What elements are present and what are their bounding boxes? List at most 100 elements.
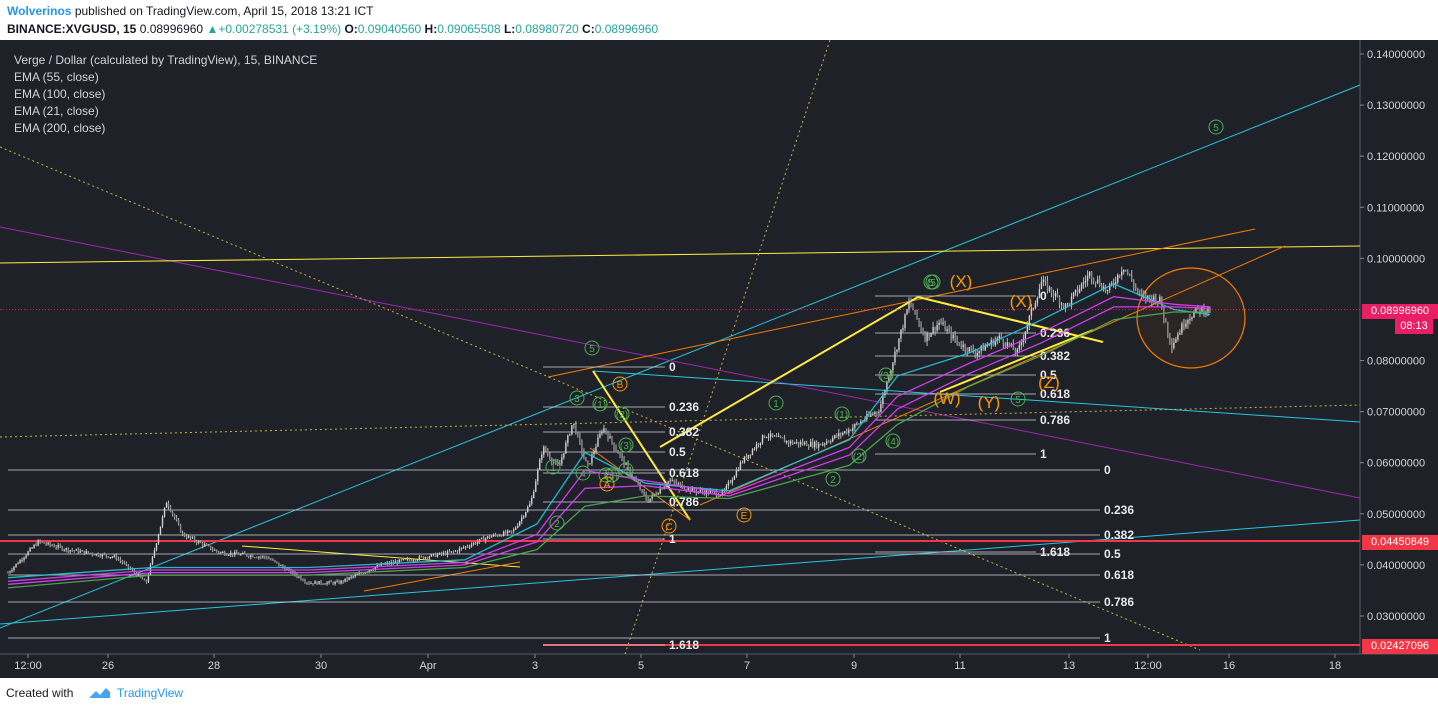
wave-label-green: 1 [545, 459, 561, 475]
candle-body [625, 463, 627, 465]
candle-body [878, 411, 880, 413]
yellow-horizontal-resistance [0, 245, 1361, 264]
candle-body [1185, 323, 1187, 327]
fib-right-label: 1 [1040, 447, 1047, 461]
wave-label-text: 4 [580, 469, 586, 480]
candle-body [567, 435, 569, 443]
candle-body [462, 547, 465, 549]
candle-body [643, 490, 645, 495]
candle-body [215, 549, 218, 552]
wave-label-green: (3) [878, 367, 894, 383]
candle-body [374, 567, 376, 570]
wave-label-text: (Z) [1038, 373, 1060, 392]
candle-body [1002, 339, 1005, 344]
candle-body [25, 555, 27, 558]
candle-body [661, 488, 663, 490]
wave-label-ring [923, 274, 939, 290]
candle-body [482, 537, 485, 542]
candle-body [191, 537, 194, 539]
chart-canvas[interactable]: 0.14000000 0.13000000 0.12000000 0.11000000… [0, 39, 1438, 678]
wave-label-orange: (X) [950, 272, 973, 291]
candle-body [932, 326, 934, 334]
publish-line: Wolverinos published on TradingView.com,… [7, 4, 373, 18]
candle-body [502, 531, 505, 537]
candle-body [846, 431, 848, 433]
legend-ema-21[interactable]: EMA (21, close) [14, 104, 99, 118]
candle-body [844, 431, 846, 433]
wave-label-green: 5 [584, 340, 600, 356]
candle-body [595, 446, 597, 452]
time-tick-label: 11 [954, 660, 965, 672]
wave-label-green: 4 [575, 465, 591, 481]
candle-body [43, 542, 45, 544]
candle-body [266, 557, 268, 559]
candle-body [597, 437, 599, 447]
candle-body [701, 490, 704, 492]
candle-body [69, 550, 71, 552]
wave-label-text: (4) [606, 471, 618, 482]
candle-body [45, 543, 47, 545]
candle-body [356, 574, 358, 576]
candle-body [805, 442, 808, 447]
wave-label-orange: E [736, 507, 752, 523]
legend-ema-200[interactable]: EMA (200, close) [14, 121, 106, 135]
candle-body [589, 463, 591, 465]
chart-pane[interactable]: 0.14000000 0.13000000 0.12000000 0.11000000… [0, 39, 1438, 678]
wave-label-orange: (Z) [1038, 373, 1060, 392]
candle-body [655, 494, 657, 496]
candle-body [1096, 279, 1099, 283]
candle-body [506, 530, 509, 534]
candle-body [310, 583, 312, 585]
candle-body [1181, 323, 1183, 333]
price-tick-label: 0.12000000 [1367, 151, 1425, 163]
candle-body [145, 579, 148, 583]
candle-body [976, 353, 978, 356]
candle-body [549, 454, 551, 459]
candle-body [725, 485, 728, 491]
candle-body [689, 487, 691, 492]
candle-body [525, 512, 527, 517]
candle-body [33, 544, 35, 548]
author-link[interactable]: Wolverinos [7, 4, 72, 18]
candle-body [809, 442, 812, 447]
wave-label-text: 5 [1213, 123, 1219, 134]
candle-body [850, 429, 852, 431]
candle-body [709, 490, 712, 494]
candle-body [258, 556, 260, 558]
candle-body [920, 323, 922, 330]
wave-label-green: 5 [923, 274, 939, 290]
fib-big-label: 1 [1104, 631, 1111, 645]
candle-body [988, 344, 990, 346]
candle-body [1052, 293, 1055, 297]
candle-body [1036, 297, 1039, 303]
candle-body [228, 554, 230, 556]
ema-55-line [7, 296, 1211, 582]
candle-body [75, 549, 77, 551]
candle-body [183, 533, 186, 537]
candle-body [942, 322, 944, 324]
candle-body [264, 556, 266, 558]
candle-body [635, 478, 637, 482]
candle-body [609, 436, 611, 439]
candle-body [864, 419, 866, 422]
candle-body [657, 493, 659, 495]
fib-big-label: 0.5 [1104, 547, 1121, 561]
time-tick-label: 30 [315, 660, 327, 672]
candle-body [346, 578, 348, 580]
candle-body [306, 582, 308, 584]
tradingview-link[interactable]: TradingView [117, 686, 184, 700]
price-tick-label: 0.05000000 [1367, 509, 1425, 521]
candle-body [741, 462, 744, 464]
yellow-triangle-lower [939, 329, 1094, 393]
candle-body [187, 536, 190, 538]
legend-ema-55[interactable]: EMA (55, close) [14, 70, 99, 84]
wave-label-ring [825, 471, 841, 487]
candle-body [745, 456, 748, 459]
candle-body [767, 437, 770, 439]
candle-body [420, 556, 423, 558]
close-label: C: [582, 22, 595, 36]
candle-body [109, 557, 112, 559]
candle-body [1127, 270, 1129, 274]
candle-body [500, 535, 503, 537]
legend-ema-100[interactable]: EMA (100, close) [14, 87, 106, 101]
